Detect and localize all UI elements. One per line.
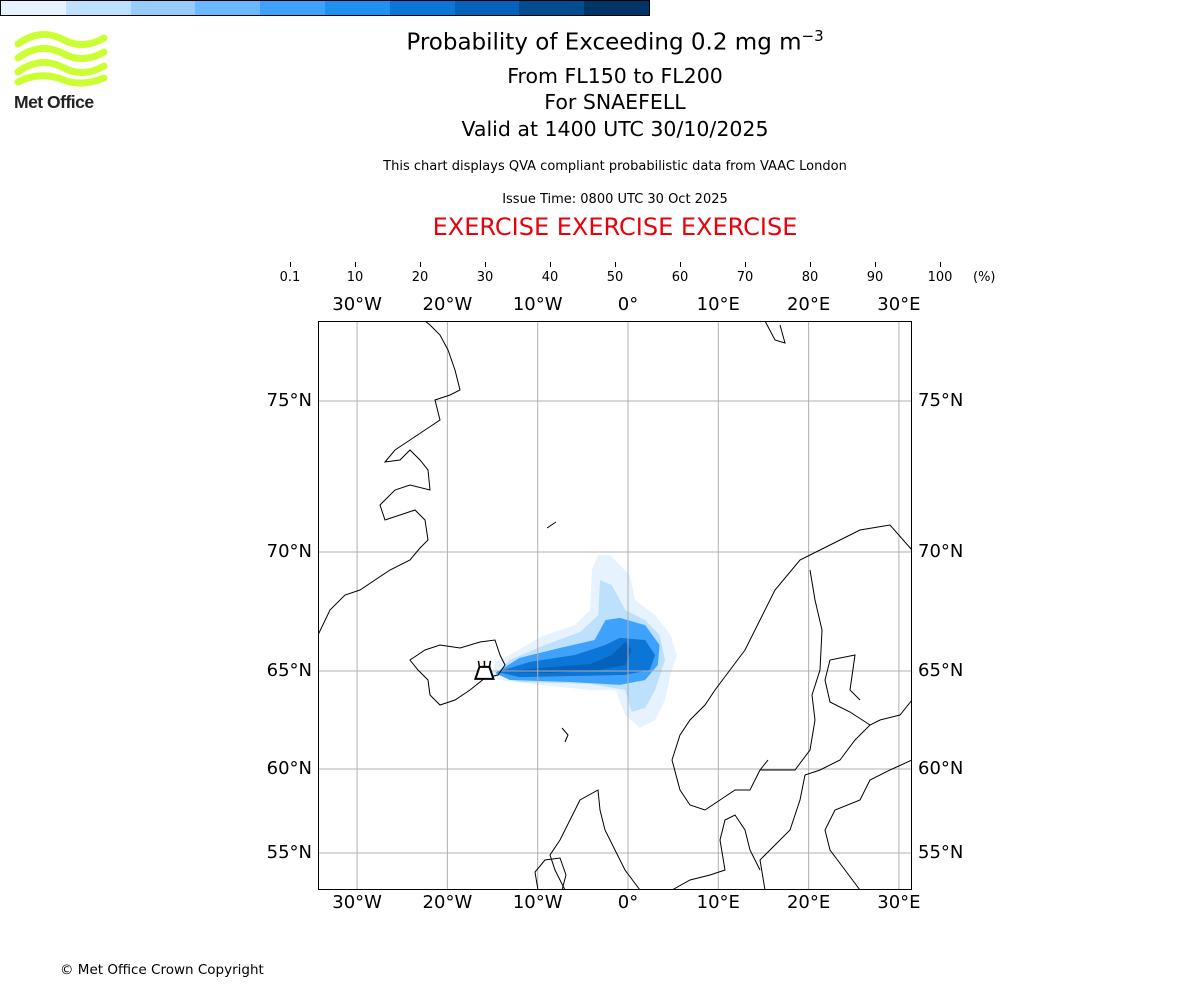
lat-label-right: 60°N bbox=[918, 758, 964, 779]
lon-label-bottom: 30°W bbox=[332, 892, 382, 913]
lon-label-bottom: 20°E bbox=[786, 892, 831, 913]
colorbar-tick bbox=[680, 262, 681, 267]
lat-label-left: 55°N bbox=[266, 842, 312, 863]
sweden-border bbox=[760, 569, 823, 771]
colorbar-segment bbox=[260, 1, 325, 15]
colorbar-tick-label: 20 bbox=[411, 270, 429, 285]
colorbar-tick-label: 40 bbox=[541, 270, 559, 285]
lat-label-right: 55°N bbox=[918, 842, 964, 863]
colorbar-unit: (%) bbox=[973, 270, 996, 285]
colorbar-segment bbox=[389, 1, 455, 15]
finland-coast bbox=[824, 654, 871, 726]
title-exponent: −3 bbox=[801, 27, 824, 45]
lat-label-right: 70°N bbox=[918, 541, 964, 562]
colorbar-tick-label: 0.1 bbox=[279, 270, 301, 285]
colorbar-tick-label: 90 bbox=[866, 270, 884, 285]
lon-label-bottom: 10°E bbox=[696, 892, 740, 913]
volcano-icon bbox=[474, 660, 495, 680]
description: This chart displays QVA compliant probab… bbox=[383, 159, 847, 174]
colorbar-tick bbox=[420, 262, 421, 267]
colorbar-tick bbox=[355, 262, 356, 267]
lat-label-right: 75°N bbox=[918, 390, 964, 411]
exercise-banner: EXERCISE EXERCISE EXERCISE bbox=[432, 213, 798, 241]
map bbox=[318, 321, 912, 890]
lon-label-top: 10°E bbox=[696, 294, 740, 315]
continent-coast bbox=[671, 814, 761, 890]
lon-label-bottom: 30°E bbox=[877, 892, 921, 913]
colorbar-segment bbox=[65, 1, 131, 15]
colorbar-tick-label: 60 bbox=[671, 270, 689, 285]
colorbar-tick bbox=[745, 262, 746, 267]
coastlines bbox=[318, 321, 912, 890]
lon-label-bottom: 10°W bbox=[512, 892, 563, 913]
iceland-coast bbox=[409, 639, 506, 706]
colorbar-tick-label: 10 bbox=[346, 270, 364, 285]
volcano-name: For SNAEFELL bbox=[544, 90, 686, 114]
faroe-islands bbox=[561, 727, 569, 743]
ash-plume bbox=[491, 555, 677, 728]
colorbar-segment bbox=[454, 1, 520, 15]
colorbar-segment bbox=[130, 1, 196, 15]
jan-mayen bbox=[546, 521, 557, 529]
colorbar-segment bbox=[519, 1, 585, 15]
svg-text:Met Office: Met Office bbox=[14, 92, 94, 112]
lon-label-top: 30°E bbox=[877, 294, 921, 315]
lon-label-top: 20°E bbox=[786, 294, 831, 315]
colorbar-tick-label: 80 bbox=[801, 270, 819, 285]
colorbar-tick-label: 30 bbox=[476, 270, 494, 285]
colorbar-tick bbox=[940, 262, 941, 267]
south-norway-coast bbox=[671, 759, 769, 811]
lon-label-top: 10°W bbox=[512, 294, 563, 315]
lon-label-top: 30°W bbox=[332, 294, 382, 315]
colorbar-tick bbox=[810, 262, 811, 267]
chart-title: Probability of Exceeding 0.2 mg m−3 bbox=[0, 27, 1200, 56]
lat-label-left: 75°N bbox=[266, 390, 312, 411]
baltic-states-coast bbox=[824, 759, 912, 890]
colorbar bbox=[0, 0, 650, 16]
baltic-coast bbox=[759, 699, 912, 890]
ireland-coast bbox=[534, 857, 567, 890]
colorbar-segment bbox=[195, 1, 261, 15]
lon-label-bottom: 20°W bbox=[422, 892, 473, 913]
map-frame bbox=[318, 321, 912, 890]
lat-label-right: 65°N bbox=[918, 660, 964, 681]
copyright: © Met Office Crown Copyright bbox=[60, 962, 264, 978]
colorbar-tick bbox=[615, 262, 616, 267]
plume-band-80-90 bbox=[499, 641, 632, 673]
issue-time: Issue Time: 0800 UTC 30 Oct 2025 bbox=[502, 192, 728, 207]
colorbar-segment bbox=[324, 1, 390, 15]
colorbar-tick bbox=[290, 262, 291, 267]
met-office-logo: Met Office bbox=[14, 30, 109, 116]
norway-coast bbox=[671, 524, 912, 761]
greenland-coast bbox=[318, 321, 461, 636]
lat-label-left: 60°N bbox=[266, 758, 312, 779]
flight-levels: From FL150 to FL200 bbox=[507, 64, 723, 88]
colorbar-tick-label: 50 bbox=[606, 270, 624, 285]
lon-label-top: 20°W bbox=[422, 294, 473, 315]
lat-label-left: 65°N bbox=[266, 660, 312, 681]
colorbar-tick bbox=[550, 262, 551, 267]
colorbar-segment bbox=[1, 1, 66, 15]
lon-label-top: 0° bbox=[617, 294, 639, 315]
colorbar-tick-label: 100 bbox=[927, 270, 953, 285]
title-text: Probability of Exceeding 0.2 mg m bbox=[406, 29, 802, 56]
colorbar-tick bbox=[485, 262, 486, 267]
lon-label-bottom: 0° bbox=[617, 892, 639, 913]
britain-coast bbox=[549, 789, 641, 890]
lat-label-left: 70°N bbox=[266, 541, 312, 562]
colorbar-segment bbox=[584, 1, 649, 15]
colorbar-tick-label: 70 bbox=[736, 270, 754, 285]
svalbard-coast bbox=[764, 321, 786, 344]
plume-band-60-80 bbox=[497, 637, 656, 678]
met-office-waves-icon: Met Office bbox=[14, 31, 108, 112]
valid-time: Valid at 1400 UTC 30/10/2025 bbox=[461, 117, 769, 141]
colorbar-tick bbox=[875, 262, 876, 267]
gridlines bbox=[318, 321, 912, 890]
